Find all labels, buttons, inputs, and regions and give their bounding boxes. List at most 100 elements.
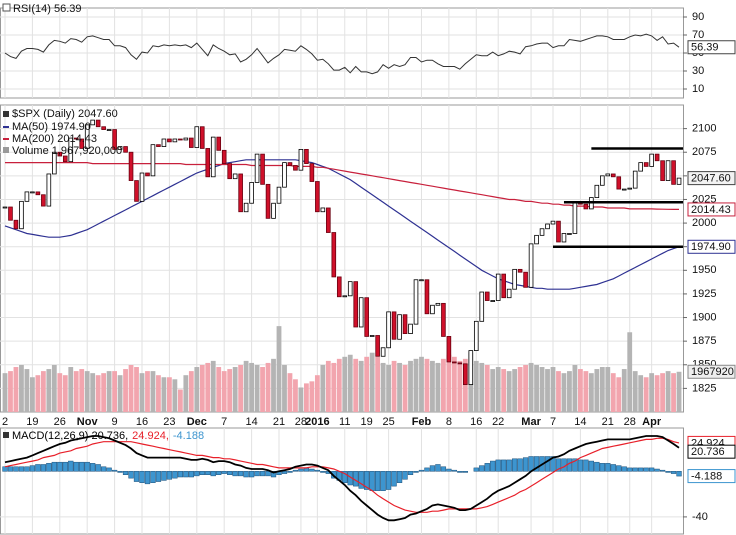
volume-bar bbox=[95, 375, 101, 412]
candle bbox=[643, 162, 649, 167]
volume-bar bbox=[446, 354, 452, 412]
candle bbox=[2, 206, 8, 209]
histogram-bar bbox=[594, 461, 600, 472]
moving-average-line bbox=[4, 159, 680, 290]
histogram-bar bbox=[298, 468, 304, 472]
candle bbox=[249, 182, 254, 204]
volume-bar bbox=[523, 364, 528, 412]
candle bbox=[430, 304, 435, 315]
volume-bar bbox=[30, 377, 35, 412]
volume-bar bbox=[484, 364, 490, 412]
candle bbox=[649, 153, 654, 167]
volume-bar bbox=[441, 358, 446, 412]
candle bbox=[117, 146, 123, 150]
volume-bar bbox=[106, 371, 112, 412]
legend-icon bbox=[3, 432, 9, 438]
histogram-bar bbox=[654, 468, 660, 472]
histogram-bar bbox=[84, 461, 90, 472]
x-tick-label: 9 bbox=[112, 416, 118, 428]
candle bbox=[358, 297, 364, 328]
volume-bar bbox=[227, 369, 233, 412]
volume-bar bbox=[649, 373, 655, 412]
volume-bar bbox=[616, 377, 622, 412]
volume-bar bbox=[24, 369, 30, 412]
volume-bar bbox=[654, 375, 660, 412]
candle bbox=[19, 200, 24, 230]
moving-average-line bbox=[5, 162, 679, 210]
candle bbox=[408, 323, 413, 334]
y-tick-label: 2075 bbox=[692, 146, 716, 158]
histogram-bar bbox=[511, 458, 518, 472]
histogram-bar bbox=[155, 471, 162, 482]
histogram-bar bbox=[621, 466, 627, 472]
volume-bar bbox=[408, 360, 413, 412]
histogram-bar bbox=[122, 471, 129, 475]
candle bbox=[479, 291, 485, 322]
candle bbox=[621, 188, 627, 191]
candle bbox=[605, 173, 611, 177]
value-box-label: 2014.43 bbox=[691, 204, 731, 216]
candle bbox=[287, 162, 293, 166]
volume-bar bbox=[610, 373, 616, 412]
legend-label: MA(200) 2014.43 bbox=[12, 133, 97, 145]
candle bbox=[30, 191, 35, 194]
volume-bar bbox=[479, 362, 485, 412]
histogram-bar bbox=[484, 463, 490, 472]
volume-bar bbox=[451, 356, 457, 412]
histogram-bar bbox=[13, 466, 19, 472]
volume-bar bbox=[462, 358, 468, 412]
volume-bar bbox=[561, 373, 567, 412]
histogram-bar bbox=[643, 467, 649, 472]
histogram-bar bbox=[506, 459, 512, 472]
candle bbox=[216, 136, 222, 151]
volume-bar bbox=[638, 375, 644, 412]
candle bbox=[156, 144, 161, 147]
candle bbox=[282, 162, 287, 188]
volume-bar bbox=[550, 367, 556, 412]
x-tick-label: Mar bbox=[521, 416, 541, 428]
rsi-line bbox=[4, 33, 680, 75]
candle bbox=[178, 138, 183, 141]
candle bbox=[167, 138, 172, 143]
histogram-bar bbox=[281, 471, 288, 474]
candle bbox=[610, 173, 616, 178]
histogram-bar bbox=[457, 471, 463, 473]
x-tick-label: 28 bbox=[624, 416, 636, 428]
candle bbox=[665, 160, 671, 181]
candle bbox=[463, 363, 468, 386]
volume-bar bbox=[627, 332, 633, 412]
candle bbox=[473, 320, 479, 352]
candle bbox=[369, 335, 375, 337]
legend-part: MACD(12,26,9) 20.736, bbox=[12, 430, 128, 442]
candle bbox=[506, 288, 512, 299]
volume-bar bbox=[490, 369, 496, 412]
candle bbox=[539, 228, 545, 236]
volume-bar bbox=[117, 375, 123, 412]
candle bbox=[57, 151, 63, 157]
volume-bar bbox=[583, 371, 589, 412]
histogram-bar bbox=[40, 464, 47, 472]
histogram-bar bbox=[210, 471, 216, 477]
candle bbox=[293, 165, 298, 171]
candle bbox=[528, 243, 534, 288]
histogram-bar bbox=[144, 471, 151, 485]
histogram-bar bbox=[676, 471, 682, 477]
volume-bar bbox=[353, 358, 359, 412]
volume-bar bbox=[79, 369, 85, 412]
volume-bar bbox=[188, 371, 194, 412]
candle bbox=[79, 138, 85, 149]
x-tick-label: 16 bbox=[470, 416, 482, 428]
histogram-bar bbox=[227, 471, 233, 475]
candle bbox=[8, 206, 13, 221]
candle bbox=[424, 279, 430, 315]
x-tick-label: 21 bbox=[602, 416, 614, 428]
candle bbox=[594, 184, 600, 198]
histogram-bar bbox=[544, 456, 551, 472]
candle bbox=[342, 295, 348, 298]
volume-bar bbox=[232, 367, 238, 412]
volume-bar bbox=[660, 373, 665, 412]
volume-bar bbox=[57, 373, 63, 412]
candle bbox=[210, 136, 216, 178]
histogram-bar bbox=[237, 471, 244, 477]
candle bbox=[62, 155, 68, 163]
